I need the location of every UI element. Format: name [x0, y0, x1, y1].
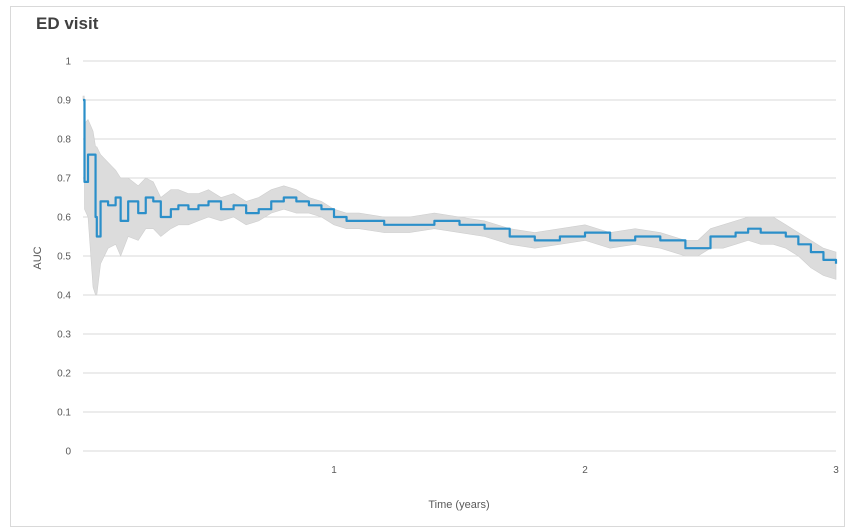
- y-tick-label: 0.4: [57, 291, 71, 302]
- y-tick-label: 0.8: [57, 135, 71, 146]
- x-tick-label: 1: [331, 465, 337, 476]
- y-tick-label: 0.1: [57, 408, 71, 419]
- x-tick-label: 2: [582, 465, 588, 476]
- y-tick-label: 1: [65, 57, 71, 68]
- y-tick-label: 0.2: [57, 369, 71, 380]
- series-line-layer: [83, 98, 838, 264]
- series-line: [83, 98, 838, 264]
- x-axis-label: Time (years): [428, 499, 489, 511]
- y-tick-label: 0.5: [57, 252, 71, 263]
- chart-title: ED visit: [36, 14, 99, 33]
- confidence-band: [82, 95, 837, 296]
- y-axis-label: AUC: [32, 246, 44, 269]
- grid-layer: [83, 60, 836, 452]
- y-tick-label: 0.7: [57, 174, 71, 185]
- y-tick-label: 0.9: [57, 96, 71, 107]
- x-tick-labels: 1 2 3: [331, 465, 839, 476]
- y-tick-label: 0: [65, 447, 71, 458]
- chart-frame: [10, 6, 845, 527]
- y-tick-label: 0.3: [57, 330, 71, 341]
- confidence-band-layer: [82, 95, 837, 296]
- x-tick-label: 3: [833, 465, 839, 476]
- y-tick-labels: 0 0.1 0.2 0.3 0.4 0.5 0.6 0.7 0.8 0.9 1: [57, 57, 71, 458]
- y-tick-label: 0.6: [57, 213, 71, 224]
